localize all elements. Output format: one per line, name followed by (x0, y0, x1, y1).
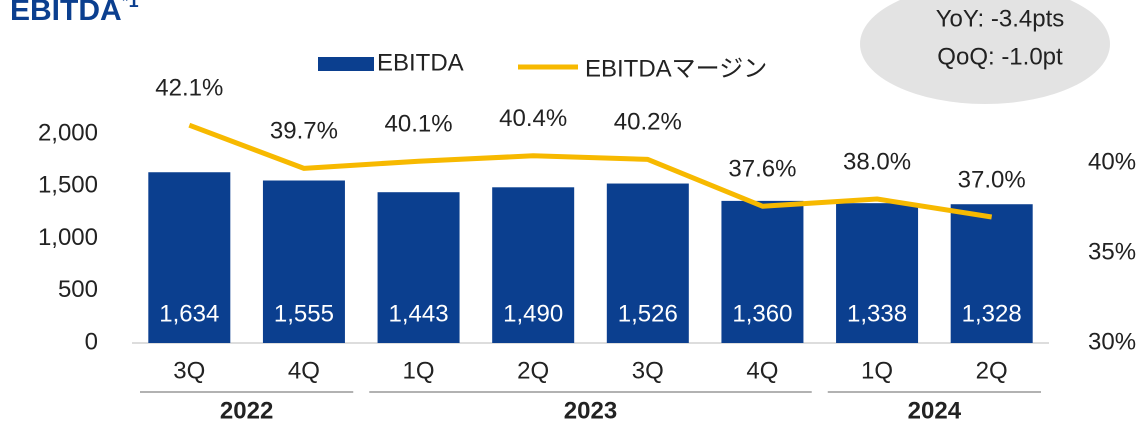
line-value-label: 40.1% (385, 111, 453, 138)
chart-title: EBITDA*1 (10, 0, 139, 27)
x-tick-label: 1Q (861, 357, 893, 384)
bar-value-label: 1,490 (503, 300, 563, 327)
bar (377, 192, 460, 343)
line-value-label: 40.4% (499, 105, 567, 132)
x-tick-label: 3Q (173, 357, 205, 384)
x-tick-label: 2Q (517, 357, 549, 384)
margin-line (188, 122, 993, 220)
annotation: QoQ: -1.0pt (937, 43, 1063, 70)
legend-swatch (318, 57, 374, 71)
bar (721, 200, 804, 343)
annotation: YoY: -3.4pts (936, 5, 1065, 32)
line-value-label: 39.7% (270, 118, 338, 145)
x-tick-label: 2Q (976, 357, 1008, 384)
line-value-label: 37.6% (728, 156, 796, 183)
y-tick-label: 500 (58, 276, 98, 303)
line-value-label: 37.0% (958, 166, 1026, 193)
line-value-label: 42.1% (155, 75, 223, 102)
x-tick-label: 3Q (632, 357, 664, 384)
x-tick-label: 1Q (403, 357, 435, 384)
bar-value-label: 1,360 (732, 300, 792, 327)
bar (606, 183, 689, 343)
y2-tick-label: 35% (1088, 238, 1136, 265)
bar (950, 204, 1033, 343)
bar-value-label: 1,328 (962, 300, 1022, 327)
y-tick-label: 0 (85, 328, 98, 355)
bar-value-label: 1,555 (274, 300, 334, 327)
line-value-label: 40.2% (614, 109, 682, 136)
y2-tick-label: 30% (1088, 328, 1136, 355)
title-text: EBITDA (10, 0, 122, 27)
group-label: 2023 (564, 397, 617, 424)
group-label: 2022 (220, 397, 273, 424)
bar-value-label: 1,338 (847, 300, 907, 327)
y2-tick-label: 40% (1088, 148, 1136, 175)
legend-label: EBITDAマージン (585, 55, 767, 82)
legend-label: EBITDA (377, 49, 464, 76)
y-tick-label: 1,500 (38, 172, 98, 199)
group-label: 2024 (908, 397, 962, 424)
bar (148, 172, 231, 343)
bar-value-label: 1,526 (618, 300, 678, 327)
line-value-label: 38.0% (843, 148, 911, 175)
y-tick-label: 2,000 (38, 119, 98, 146)
bar-value-label: 1,634 (159, 300, 219, 327)
bar (262, 180, 345, 343)
bar (492, 187, 575, 343)
bar (836, 203, 919, 343)
y-tick-label: 1,000 (38, 224, 98, 251)
x-tick-label: 4Q (288, 357, 320, 384)
title-note: *1 (122, 0, 139, 11)
x-tick-label: 4Q (746, 357, 778, 384)
callout-bubble (860, 0, 1110, 104)
bar-value-label: 1,443 (389, 300, 449, 327)
